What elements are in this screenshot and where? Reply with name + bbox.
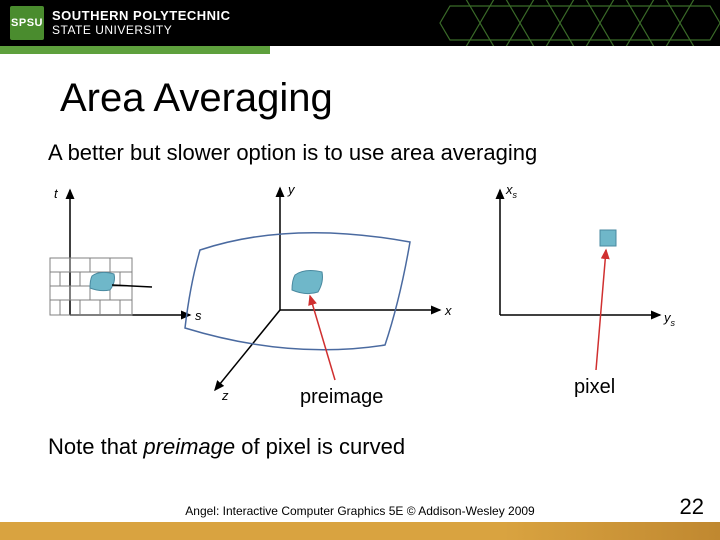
callout-preimage: preimage [300,386,383,409]
footer-bar [0,522,720,540]
callout-pixel: pixel [574,376,615,399]
axis-z-label: z [221,388,229,403]
page-number: 22 [680,494,704,520]
axis-s-label: s [195,308,202,323]
logo-text: SOUTHERN POLYTECHNIC STATE UNIVERSITY [52,9,231,37]
logo-line2: STATE UNIVERSITY [52,23,231,37]
footer-credit: Angel: Interactive Computer Graphics 5E … [0,504,720,518]
note-suffix: of pixel is curved [235,434,405,459]
note-prefix: Note that [48,434,143,459]
header-bar: SPSU SOUTHERN POLYTECHNIC STATE UNIVERSI… [0,0,720,46]
logo-abbrev: SPSU [11,17,43,29]
axis-t-label: t [54,186,59,201]
panel-middle: y x z [185,182,452,403]
slide-subtitle: A better but slower option is to use are… [48,140,537,166]
hex-pattern-icon [430,0,720,46]
axis-y-label: y [287,182,296,197]
logo-badge: SPSU [10,6,44,40]
note-text: Note that preimage of pixel is curved [48,434,405,460]
slide-title: Area Averaging [60,76,333,121]
note-italic: preimage [143,434,235,459]
panel-right: xs ys [500,182,676,370]
panel-left: t s [50,186,202,323]
axis-x-label: x [444,303,452,318]
axis-xs-label: xs [505,182,518,200]
axis-ys-label: ys [663,310,676,328]
green-stripe [0,46,270,54]
logo-line1: SOUTHERN POLYTECHNIC [52,9,231,23]
